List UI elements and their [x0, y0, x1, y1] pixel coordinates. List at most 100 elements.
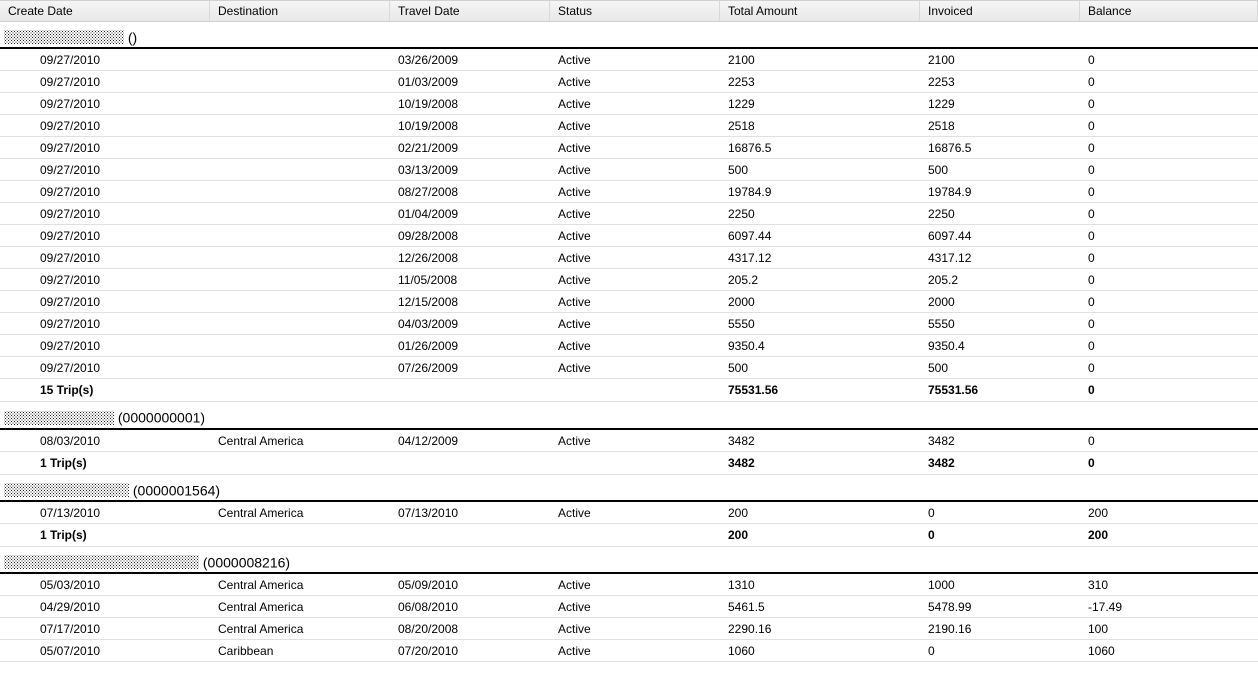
cell-destination: [210, 159, 390, 180]
cell-status: Active: [550, 159, 720, 180]
cell-destination: Central America: [210, 502, 390, 523]
cell-invoiced: 0: [920, 640, 1080, 661]
table-row[interactable]: 09/27/201002/21/2009Active16876.516876.5…: [0, 137, 1258, 159]
cell-create_date: 04/29/2010: [0, 596, 210, 617]
cell-travel_date: 11/05/2008: [390, 269, 550, 290]
cell-total_amount: 200: [720, 502, 920, 523]
cell-destination: [210, 71, 390, 92]
summary-total-amount: 75531.56: [720, 379, 920, 401]
cell-invoiced: 205.2: [920, 269, 1080, 290]
column-header-invoiced[interactable]: Invoiced: [920, 1, 1080, 21]
cell-total_amount: 5550: [720, 313, 920, 334]
summary-label: 1 Trip(s): [0, 452, 210, 474]
table-row[interactable]: 09/27/201003/13/2009Active5005000: [0, 159, 1258, 181]
cell-status: Active: [550, 71, 720, 92]
table-row[interactable]: 09/27/201012/26/2008Active4317.124317.12…: [0, 247, 1258, 269]
cell-create_date: 08/03/2010: [0, 430, 210, 451]
cell-total_amount: 5461.5: [720, 596, 920, 617]
column-headers: Create DateDestinationTravel DateStatusT…: [0, 0, 1258, 22]
cell-status: Active: [550, 181, 720, 202]
cell-balance: 0: [1080, 335, 1258, 356]
table-row[interactable]: 09/27/201001/04/2009Active225022500: [0, 203, 1258, 225]
cell-invoiced: 19784.9: [920, 181, 1080, 202]
cell-create_date: 09/27/2010: [0, 71, 210, 92]
summary-balance: 0: [1080, 379, 1258, 401]
cell-invoiced: 4317.12: [920, 247, 1080, 268]
cell-travel_date: 12/15/2008: [390, 291, 550, 312]
table-row[interactable]: 09/27/201007/26/2009Active5005000: [0, 357, 1258, 379]
summary-empty: [210, 452, 390, 474]
report-table: Create DateDestinationTravel DateStatusT…: [0, 0, 1258, 662]
table-row[interactable]: 09/27/201001/26/2009Active9350.49350.40: [0, 335, 1258, 357]
cell-destination: Central America: [210, 574, 390, 595]
cell-travel_date: 10/19/2008: [390, 115, 550, 136]
table-row[interactable]: 07/13/2010Central America07/13/2010Activ…: [0, 502, 1258, 524]
cell-status: Active: [550, 225, 720, 246]
group-summary-row: 1 Trip(s)2000200: [0, 524, 1258, 547]
cell-invoiced: 2518: [920, 115, 1080, 136]
cell-invoiced: 2253: [920, 71, 1080, 92]
cell-balance: 310: [1080, 574, 1258, 595]
cell-total_amount: 205.2: [720, 269, 920, 290]
cell-status: Active: [550, 596, 720, 617]
cell-status: Active: [550, 115, 720, 136]
cell-invoiced: 5550: [920, 313, 1080, 334]
summary-invoiced: 0: [920, 524, 1080, 546]
summary-balance: 0: [1080, 452, 1258, 474]
cell-invoiced: 9350.4: [920, 335, 1080, 356]
table-row[interactable]: 09/27/201011/05/2008Active205.2205.20: [0, 269, 1258, 291]
table-row[interactable]: 09/27/201001/03/2009Active225322530: [0, 71, 1258, 93]
cell-total_amount: 500: [720, 159, 920, 180]
cell-balance: 0: [1080, 115, 1258, 136]
group-id: (0000008216): [203, 554, 290, 570]
cell-destination: [210, 247, 390, 268]
table-row[interactable]: 09/27/201003/26/2009Active210021000: [0, 49, 1258, 71]
cell-travel_date: 01/04/2009: [390, 203, 550, 224]
cell-status: Active: [550, 574, 720, 595]
column-header-status[interactable]: Status: [550, 1, 720, 21]
cell-invoiced: 16876.5: [920, 137, 1080, 158]
table-row[interactable]: 09/27/201010/19/2008Active122912290: [0, 93, 1258, 115]
cell-destination: [210, 181, 390, 202]
column-header-travel_date[interactable]: Travel Date: [390, 1, 550, 21]
summary-empty: [390, 379, 550, 401]
group-summary-row: 15 Trip(s)75531.5675531.560: [0, 379, 1258, 402]
cell-destination: [210, 269, 390, 290]
table-row[interactable]: 05/07/2010Caribbean07/20/2010Active10600…: [0, 640, 1258, 662]
cell-destination: Central America: [210, 596, 390, 617]
cell-invoiced: 3482: [920, 430, 1080, 451]
cell-total_amount: 500: [720, 357, 920, 378]
table-row[interactable]: 09/27/201004/03/2009Active555055500: [0, 313, 1258, 335]
summary-empty: [210, 524, 390, 546]
table-row[interactable]: 07/17/2010Central America08/20/2008Activ…: [0, 618, 1258, 640]
summary-invoiced: 3482: [920, 452, 1080, 474]
summary-empty: [550, 379, 720, 401]
cell-destination: [210, 203, 390, 224]
cell-travel_date: 10/19/2008: [390, 93, 550, 114]
table-row[interactable]: 09/27/201009/28/2008Active6097.446097.44…: [0, 225, 1258, 247]
cell-create_date: 07/17/2010: [0, 618, 210, 639]
group-header: (): [0, 22, 1258, 49]
table-row[interactable]: 09/27/201010/19/2008Active251825180: [0, 115, 1258, 137]
table-row[interactable]: 09/27/201008/27/2008Active19784.919784.9…: [0, 181, 1258, 203]
column-header-destination[interactable]: Destination: [210, 1, 390, 21]
cell-total_amount: 2253: [720, 71, 920, 92]
cell-invoiced: 6097.44: [920, 225, 1080, 246]
cell-destination: [210, 335, 390, 356]
table-row[interactable]: 09/27/201012/15/2008Active200020000: [0, 291, 1258, 313]
cell-status: Active: [550, 618, 720, 639]
table-row[interactable]: 08/03/2010Central America04/12/2009Activ…: [0, 430, 1258, 452]
cell-total_amount: 1060: [720, 640, 920, 661]
table-row[interactable]: 04/29/2010Central America06/08/2010Activ…: [0, 596, 1258, 618]
column-header-create_date[interactable]: Create Date: [0, 1, 210, 21]
cell-total_amount: 3482: [720, 430, 920, 451]
column-header-balance[interactable]: Balance: [1080, 1, 1258, 21]
cell-status: Active: [550, 335, 720, 356]
cell-destination: Central America: [210, 430, 390, 451]
table-row[interactable]: 05/03/2010Central America05/09/2010Activ…: [0, 574, 1258, 596]
group-id: (0000001564): [133, 482, 220, 498]
cell-status: Active: [550, 357, 720, 378]
cell-travel_date: 05/09/2010: [390, 574, 550, 595]
column-header-total_amount[interactable]: Total Amount: [720, 1, 920, 21]
summary-label: 1 Trip(s): [0, 524, 210, 546]
